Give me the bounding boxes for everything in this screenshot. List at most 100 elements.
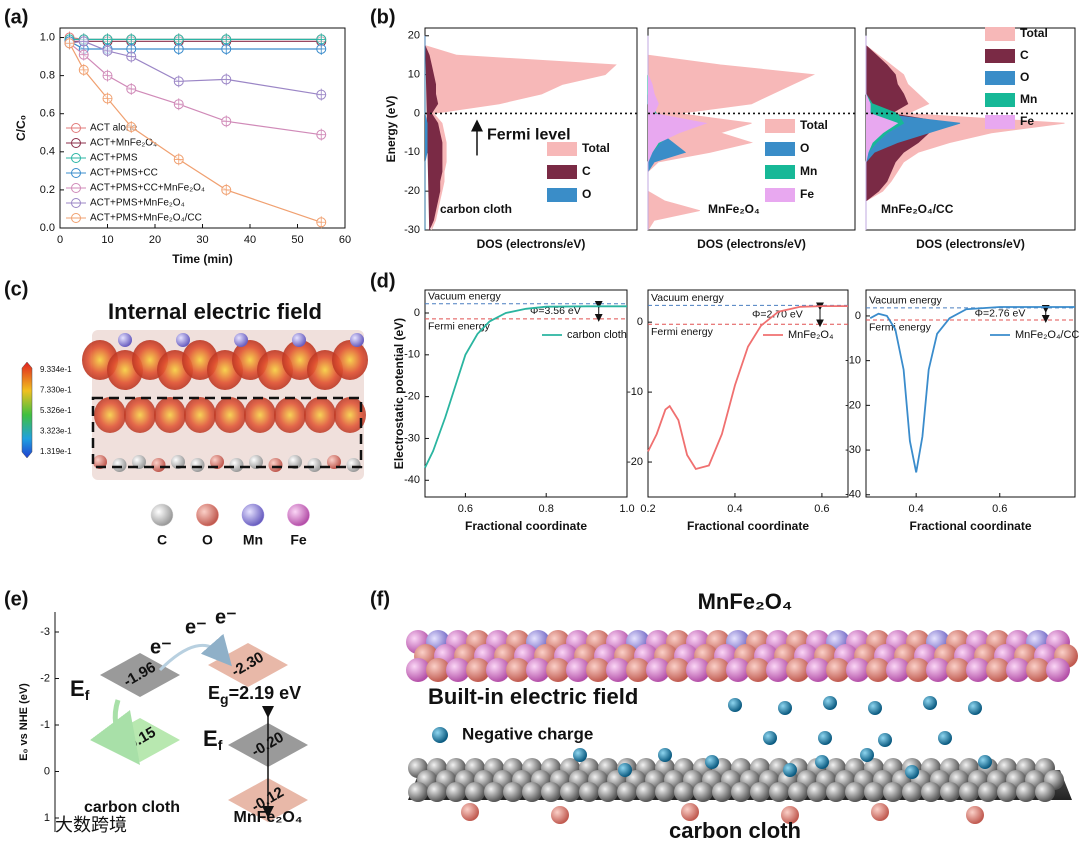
atom — [959, 782, 979, 802]
colorbar — [21, 361, 33, 459]
negative-charge — [823, 696, 837, 710]
atom — [845, 782, 865, 802]
atom — [461, 803, 479, 821]
atom — [406, 658, 430, 682]
atom — [978, 782, 998, 802]
legend-label: Mn — [800, 164, 817, 178]
y-tick-label: -20 — [404, 185, 420, 197]
legend-label: Total — [582, 141, 610, 155]
caption: carbon cloth — [84, 799, 180, 816]
x-axis-title: Time (min) — [172, 252, 232, 266]
atom — [846, 658, 870, 682]
legend-label: O — [582, 187, 591, 201]
atom — [750, 782, 770, 802]
legend-label: Total — [800, 118, 828, 132]
negative-charge — [705, 755, 719, 769]
atom — [693, 782, 713, 802]
layer-label: carbon cloth — [669, 818, 801, 843]
e-tick-label: -3 — [40, 626, 50, 638]
atom — [706, 658, 730, 682]
annotation: MnFe₂O₄/CC — [881, 202, 954, 216]
atom — [579, 782, 599, 802]
work-function-label: Φ=2.76 eV — [975, 308, 1026, 320]
marker-cross — [126, 121, 136, 134]
panel-label: (a) — [4, 6, 28, 28]
y-tick-label: 0.8 — [40, 70, 55, 82]
atom — [210, 455, 224, 469]
e-tick-label: 1 — [44, 812, 50, 824]
marker-cross — [79, 35, 89, 48]
legend-swatch — [985, 71, 1015, 85]
y-tick-label: 0 — [414, 307, 420, 319]
atom — [465, 782, 485, 802]
atom — [681, 803, 699, 821]
marker-cross — [103, 69, 112, 82]
x-axis-title: Fractional coordinate — [909, 519, 1031, 533]
atom — [426, 658, 450, 682]
dos-area — [865, 35, 899, 230]
y-tick-label: 10 — [408, 69, 420, 81]
colorbar-label: 5.326e-1 — [40, 406, 72, 415]
legend-label: O — [1020, 70, 1029, 84]
atom — [864, 782, 884, 802]
negative-charge — [905, 765, 919, 779]
y-tick-label: -10 — [404, 349, 420, 361]
legend-swatch — [765, 119, 795, 133]
plot-frame — [424, 289, 628, 498]
atom — [546, 658, 570, 682]
atom — [921, 782, 941, 802]
negative-charge — [763, 731, 777, 745]
series-line — [424, 305, 627, 469]
legend-label: O — [800, 141, 809, 155]
marker-cross — [221, 73, 231, 86]
x-axis-title: DOS (electrons/eV) — [916, 237, 1025, 251]
dos-area — [424, 35, 428, 230]
y-tick-label: -20 — [627, 456, 643, 468]
atom — [249, 455, 263, 469]
work-function-label: Φ=3.56 eV — [530, 305, 581, 317]
transfer-arrow — [158, 633, 232, 672]
atom — [997, 782, 1017, 802]
atom — [484, 782, 504, 802]
x-tick-label: 30 — [196, 234, 208, 246]
symbol-rest: =2.19 eV — [229, 683, 302, 703]
atom — [408, 782, 428, 802]
panel-title: Internal electric field — [108, 299, 322, 324]
atom — [655, 782, 675, 802]
y-tick-label: -40 — [404, 474, 420, 486]
field-label: Built-in electric field — [428, 684, 638, 709]
panel-label: (d) — [370, 270, 396, 292]
marker-cross — [221, 183, 231, 196]
legend-label: ACT+PMS+CC — [90, 168, 158, 179]
charge-blob — [214, 397, 246, 433]
x-tick-label: 50 — [291, 234, 303, 246]
atom — [712, 782, 732, 802]
atom — [288, 455, 302, 469]
marker-cross — [79, 63, 89, 76]
e-tick-label: 0 — [44, 765, 50, 777]
colorbar-label: 3.323e-1 — [40, 427, 72, 436]
atom — [946, 658, 970, 682]
atom — [229, 458, 244, 472]
atom — [906, 658, 930, 682]
fermi-label: Fermi level — [487, 127, 571, 144]
negative-charge — [783, 763, 797, 777]
marker-cross — [316, 42, 326, 55]
atom — [606, 658, 630, 682]
atom — [826, 658, 850, 682]
y-tick-label: 20 — [408, 30, 420, 42]
atom-legend — [241, 503, 265, 527]
x-tick-label: 40 — [244, 234, 256, 246]
reference-label: Fermi energy — [651, 326, 714, 338]
atom — [871, 803, 889, 821]
atom — [427, 782, 447, 802]
atom — [883, 782, 903, 802]
legend-label: Fe — [1020, 114, 1034, 128]
y-tick-label: -30 — [404, 224, 420, 236]
negative-charge — [968, 701, 982, 715]
atom — [586, 658, 610, 682]
legend-swatch — [765, 165, 795, 179]
x-tick-label: 0 — [57, 234, 63, 246]
y-tick-label: -30 — [845, 444, 861, 456]
